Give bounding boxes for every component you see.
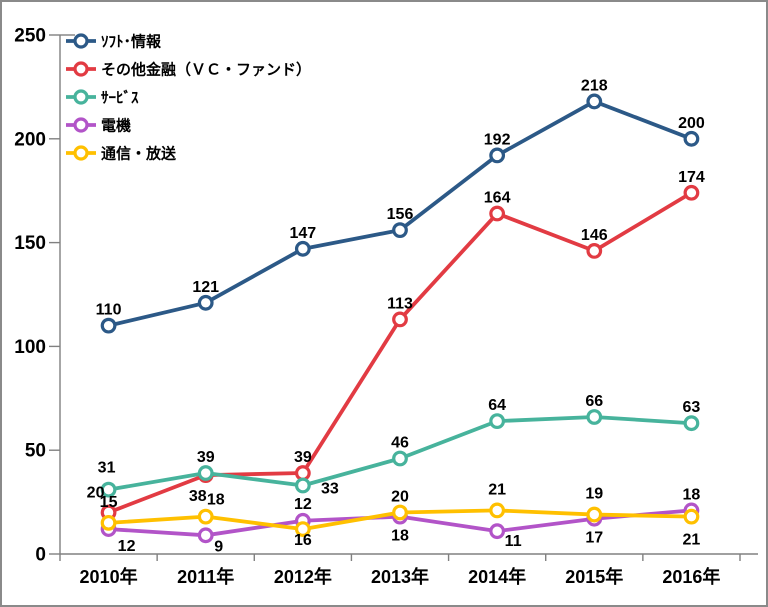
x-axis-category-label: 2010年 [80,566,138,587]
legend-item-telecom-broadcast: 通信・放送 [66,145,177,163]
data-point-marker-telecom-broadcast [392,504,408,521]
series-services [100,409,700,498]
data-point-marker-soft-info [294,240,311,257]
data-label-services: 63 [683,399,701,416]
data-label-soft-info: 200 [678,115,705,132]
legend-label-other-finance-vc-fund: その他金融（ＶＣ・ファンド） [101,61,311,79]
legend-marker-icon-services [73,89,89,105]
data-point-marker-telecom-broadcast [489,502,506,519]
data-label-soft-info: 121 [192,279,219,296]
data-label-telecom-broadcast: 15 [100,494,118,511]
legend-item-soft-info: ｿﾌﾄ･情報 [66,33,162,51]
data-point-marker-electronics [197,527,214,544]
legend-item-services: ｻｰﾋﾞｽ [66,89,139,107]
legend-marker-icon-telecom-broadcast [73,145,89,161]
data-point-marker-other-finance-vc-fund [586,243,603,259]
data-label-services: 66 [585,393,603,410]
data-point-marker-services [489,413,506,430]
data-label-electronics: 17 [585,530,603,547]
data-point-marker-soft-info [197,294,214,311]
legend-marker-icon-electronics [73,117,89,133]
data-point-marker-other-finance-vc-fund [683,184,700,201]
x-axis-category-label: 2015年 [565,566,623,587]
legend-item-other-finance-vc-fund: その他金融（ＶＣ・ファンド） [66,61,311,79]
data-point-marker-services [294,477,311,494]
data-point-marker-telecom-broadcast [294,521,311,537]
data-label-telecom-broadcast: 20 [391,488,409,505]
data-label-electronics: 11 [505,533,522,550]
data-point-marker-services [392,450,408,467]
data-point-marker-other-finance-vc-fund [294,465,311,481]
axes: 0 50 100 150 200 250 2010年 2011年 2012年 2013年 2014年… [14,26,758,587]
data-point-marker-soft-info [586,93,603,110]
data-point-marker-electronics [489,523,506,540]
series-soft-info [100,93,700,334]
data-point-marker-services [197,465,214,481]
data-point-marker-telecom-broadcast [683,508,700,525]
data-label-soft-info: 110 [96,302,122,319]
data-point-marker-telecom-broadcast [100,514,117,531]
y-axis-tick-label: 0 [35,545,46,566]
data-label-other-finance-vc-fund: 146 [581,227,608,244]
x-axis-category-label: 2011年 [177,566,234,587]
legend-label-services: ｻｰﾋﾞｽ [101,89,139,107]
data-point-marker-other-finance-vc-fund [489,205,506,222]
data-label-electronics: 21 [683,531,701,548]
y-axis-tick-label: 50 [25,441,46,462]
x-axis-category-label: 2012年 [274,566,332,587]
y-axis-tick-label: 250 [14,26,46,47]
data-point-marker-telecom-broadcast [586,506,603,523]
data-label-electronics: 16 [294,532,312,549]
legend-label-soft-info: ｿﾌﾄ･情報 [101,33,162,51]
data-label-other-finance-vc-fund: 38 [189,488,207,505]
legend-marker-icon-soft-info [73,33,89,49]
data-label-telecom-broadcast: 19 [585,486,603,503]
y-axis-tick-label: 150 [14,233,46,254]
data-label-other-finance-vc-fund: 174 [678,169,705,186]
data-point-marker-soft-info [683,130,700,147]
x-axis-category-label: 2013年 [371,566,429,587]
y-axis-tick-label: 100 [14,337,46,358]
data-label-other-finance-vc-fund: 20 [87,484,105,501]
data-label-soft-info: 192 [484,131,511,148]
data-point-marker-soft-info [489,147,506,164]
data-point-marker-services [586,409,603,425]
x-axis-category-label: 2014年 [468,566,526,587]
data-label-soft-info: 218 [581,77,608,94]
data-label-telecom-broadcast: 18 [683,487,701,504]
data-point-marker-services [100,481,117,498]
y-axis-tick-label: 200 [14,129,46,150]
legend-item-electronics: 電機 [66,117,131,135]
data-label-services: 31 [98,460,116,477]
data-point-marker-services [683,415,700,432]
data-label-telecom-broadcast: 21 [488,481,506,498]
legend-label-electronics: 電機 [101,117,131,135]
data-label-electronics: 12 [118,538,136,555]
data-label-other-finance-vc-fund: 113 [387,295,413,312]
x-axis-category-label: 2016年 [662,566,720,587]
data-label-electronics: 9 [214,538,223,555]
legend-label-telecom-broadcast: 通信・放送 [101,145,177,163]
data-label-electronics: 18 [391,528,409,545]
data-label-services: 64 [488,397,506,414]
data-point-marker-soft-info [392,222,408,239]
data-point-marker-other-finance-vc-fund [392,311,408,328]
data-label-telecom-broadcast: 12 [294,496,312,513]
data-label-other-finance-vc-fund: 164 [484,190,511,207]
data-point-marker-telecom-broadcast [197,508,214,525]
data-label-soft-info: 147 [290,225,317,242]
series-telecom-broadcast [100,502,700,537]
data-label-services: 39 [197,449,215,466]
legend-marker-icon-other-finance-vc-fund [73,61,89,77]
data-label-other-finance-vc-fund: 39 [294,449,312,466]
data-point-marker-soft-info [100,317,117,334]
data-label-soft-info: 156 [387,206,414,223]
data-label-services: 33 [321,480,339,497]
data-label-telecom-broadcast: 18 [207,492,225,509]
data-label-services: 46 [391,435,409,452]
